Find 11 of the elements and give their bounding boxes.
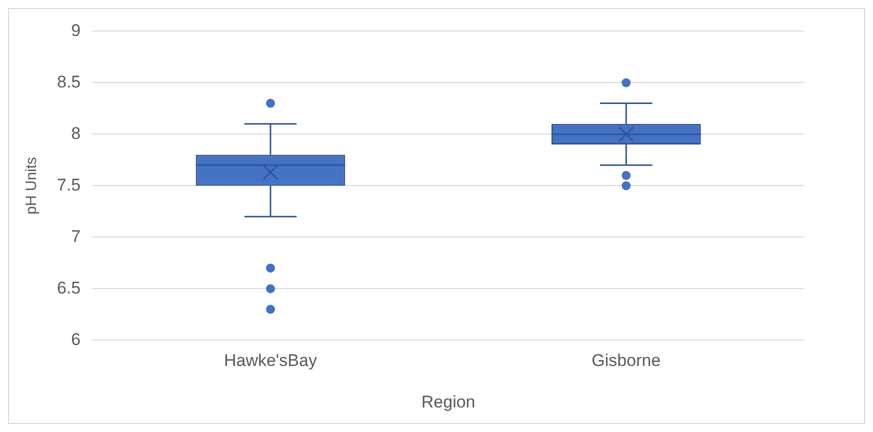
- x-tick-label: Gisborne: [592, 351, 661, 370]
- y-tick-label: 7: [71, 226, 81, 246]
- x-axis-title: Region: [421, 392, 476, 412]
- y-tick-label: 7.5: [56, 175, 81, 194]
- y-axis-title: pH Units: [23, 156, 40, 214]
- y-tick-label: 6.5: [56, 278, 81, 298]
- y-tick-label: 8.5: [56, 72, 81, 92]
- x-tick-label: Hawke'sBay: [224, 351, 318, 370]
- y-tick-label: 8: [71, 124, 81, 143]
- y-tick-label: 6: [71, 330, 81, 349]
- y-tick-label: 9: [71, 20, 81, 40]
